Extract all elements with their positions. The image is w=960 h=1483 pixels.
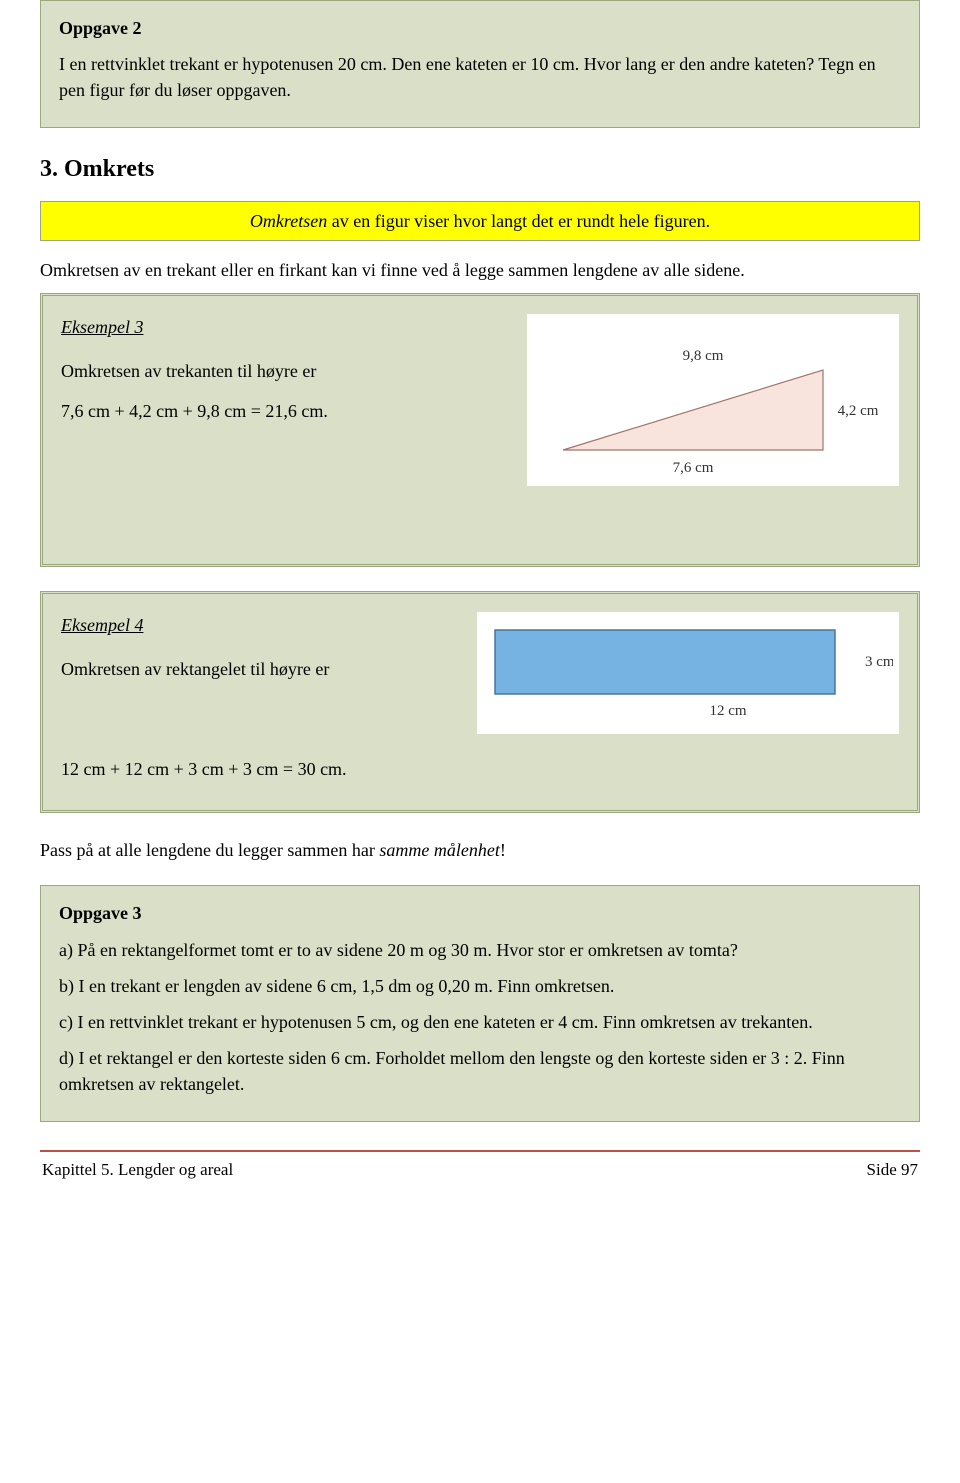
eksempel-4-title: Eksempel 4: [61, 612, 457, 638]
eksempel-4-box: Eksempel 4 Omkretsen av rektangelet til …: [40, 591, 920, 813]
eksempel-3-calc: 7,6 cm + 4,2 cm + 9,8 cm = 21,6 cm.: [61, 398, 507, 424]
eksempel-3-line1: Omkretsen av trekanten til høyre er: [61, 358, 507, 384]
eksempel-3-box: Eksempel 3 Omkretsen av trekanten til hø…: [40, 293, 920, 567]
eksempel-3-title: Eksempel 3: [61, 314, 507, 340]
eksempel-4-line1: Omkretsen av rektangelet til høyre er: [61, 656, 457, 682]
triangle-label-right: 4,2 cm: [838, 403, 879, 419]
triangle-figure: 9,8 cm 4,2 cm 7,6 cm: [527, 314, 899, 486]
omkrets-definition-callout: Omkretsen av en figur viser hvor langt d…: [40, 201, 920, 241]
triangle-label-bottom: 7,6 cm: [673, 460, 714, 476]
oppgave-3-d: d) I et rektangel er den korteste siden …: [59, 1045, 901, 1097]
omkrets-intro: Omkretsen av en trekant eller en firkant…: [40, 257, 920, 283]
section-3-heading: 3. Omkrets: [40, 152, 920, 187]
rect-label-right: 3 cm: [865, 654, 893, 670]
page-footer: Kapittel 5. Lengder og areal Side 97: [40, 1152, 920, 1201]
rect-label-bottom: 12 cm: [709, 703, 746, 719]
eksempel-4-calc: 12 cm + 12 cm + 3 cm + 3 cm = 30 cm.: [61, 756, 899, 782]
triangle-label-top: 9,8 cm: [683, 348, 724, 364]
callout-keyword: Omkretsen: [250, 211, 327, 231]
oppgave-2-text: I en rettvinklet trekant er hypotenusen …: [59, 51, 901, 103]
oppgave-3-title: Oppgave 3: [59, 900, 901, 926]
footer-page: Side 97: [867, 1158, 918, 1183]
oppgave-3-a: a) På en rektangelformet tomt er to av s…: [59, 937, 901, 963]
oppgave-2-title: Oppgave 2: [59, 15, 901, 41]
oppgave-3-c: c) I en rettvinklet trekant er hypotenus…: [59, 1009, 901, 1035]
footer-chapter: Kapittel 5. Lengder og areal: [42, 1158, 233, 1183]
oppgave-3-box: Oppgave 3 a) På en rektangelformet tomt …: [40, 885, 920, 1122]
oppgave-2-box: Oppgave 2 I en rettvinklet trekant er hy…: [40, 0, 920, 128]
rectangle-figure: 12 cm 3 cm: [477, 612, 899, 734]
oppgave-3-b: b) I en trekant er lengden av sidene 6 c…: [59, 973, 901, 999]
callout-rest: av en figur viser hvor langt det er rund…: [327, 211, 710, 231]
unit-warning: Pass på at alle lengdene du legger samme…: [40, 837, 920, 863]
